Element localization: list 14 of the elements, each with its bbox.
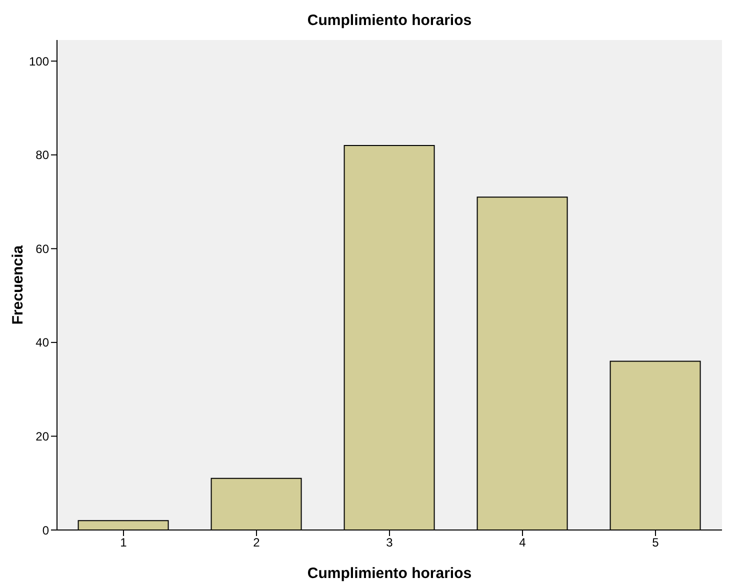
x-tick-label: 1 (120, 536, 128, 550)
y-tick-label: 100 (28, 54, 50, 68)
x-tick-label: 2 (253, 536, 260, 550)
y-axis-title: Frecuencia (10, 245, 26, 325)
y-tick-label: 20 (36, 429, 50, 444)
chart-title: Cumplimiento horarios (306, 12, 473, 29)
x-tick-label: 5 (652, 536, 660, 550)
x-tick-label: 4 (519, 536, 526, 550)
x-axis-title: Cumplimiento horarios (306, 565, 473, 582)
y-tick-label: 40 (36, 336, 50, 350)
y-tick-label: 0 (42, 523, 50, 538)
y-tick-label: 80 (36, 148, 50, 162)
y-tick-label: 60 (36, 242, 50, 256)
x-tick-label: 3 (386, 536, 394, 550)
